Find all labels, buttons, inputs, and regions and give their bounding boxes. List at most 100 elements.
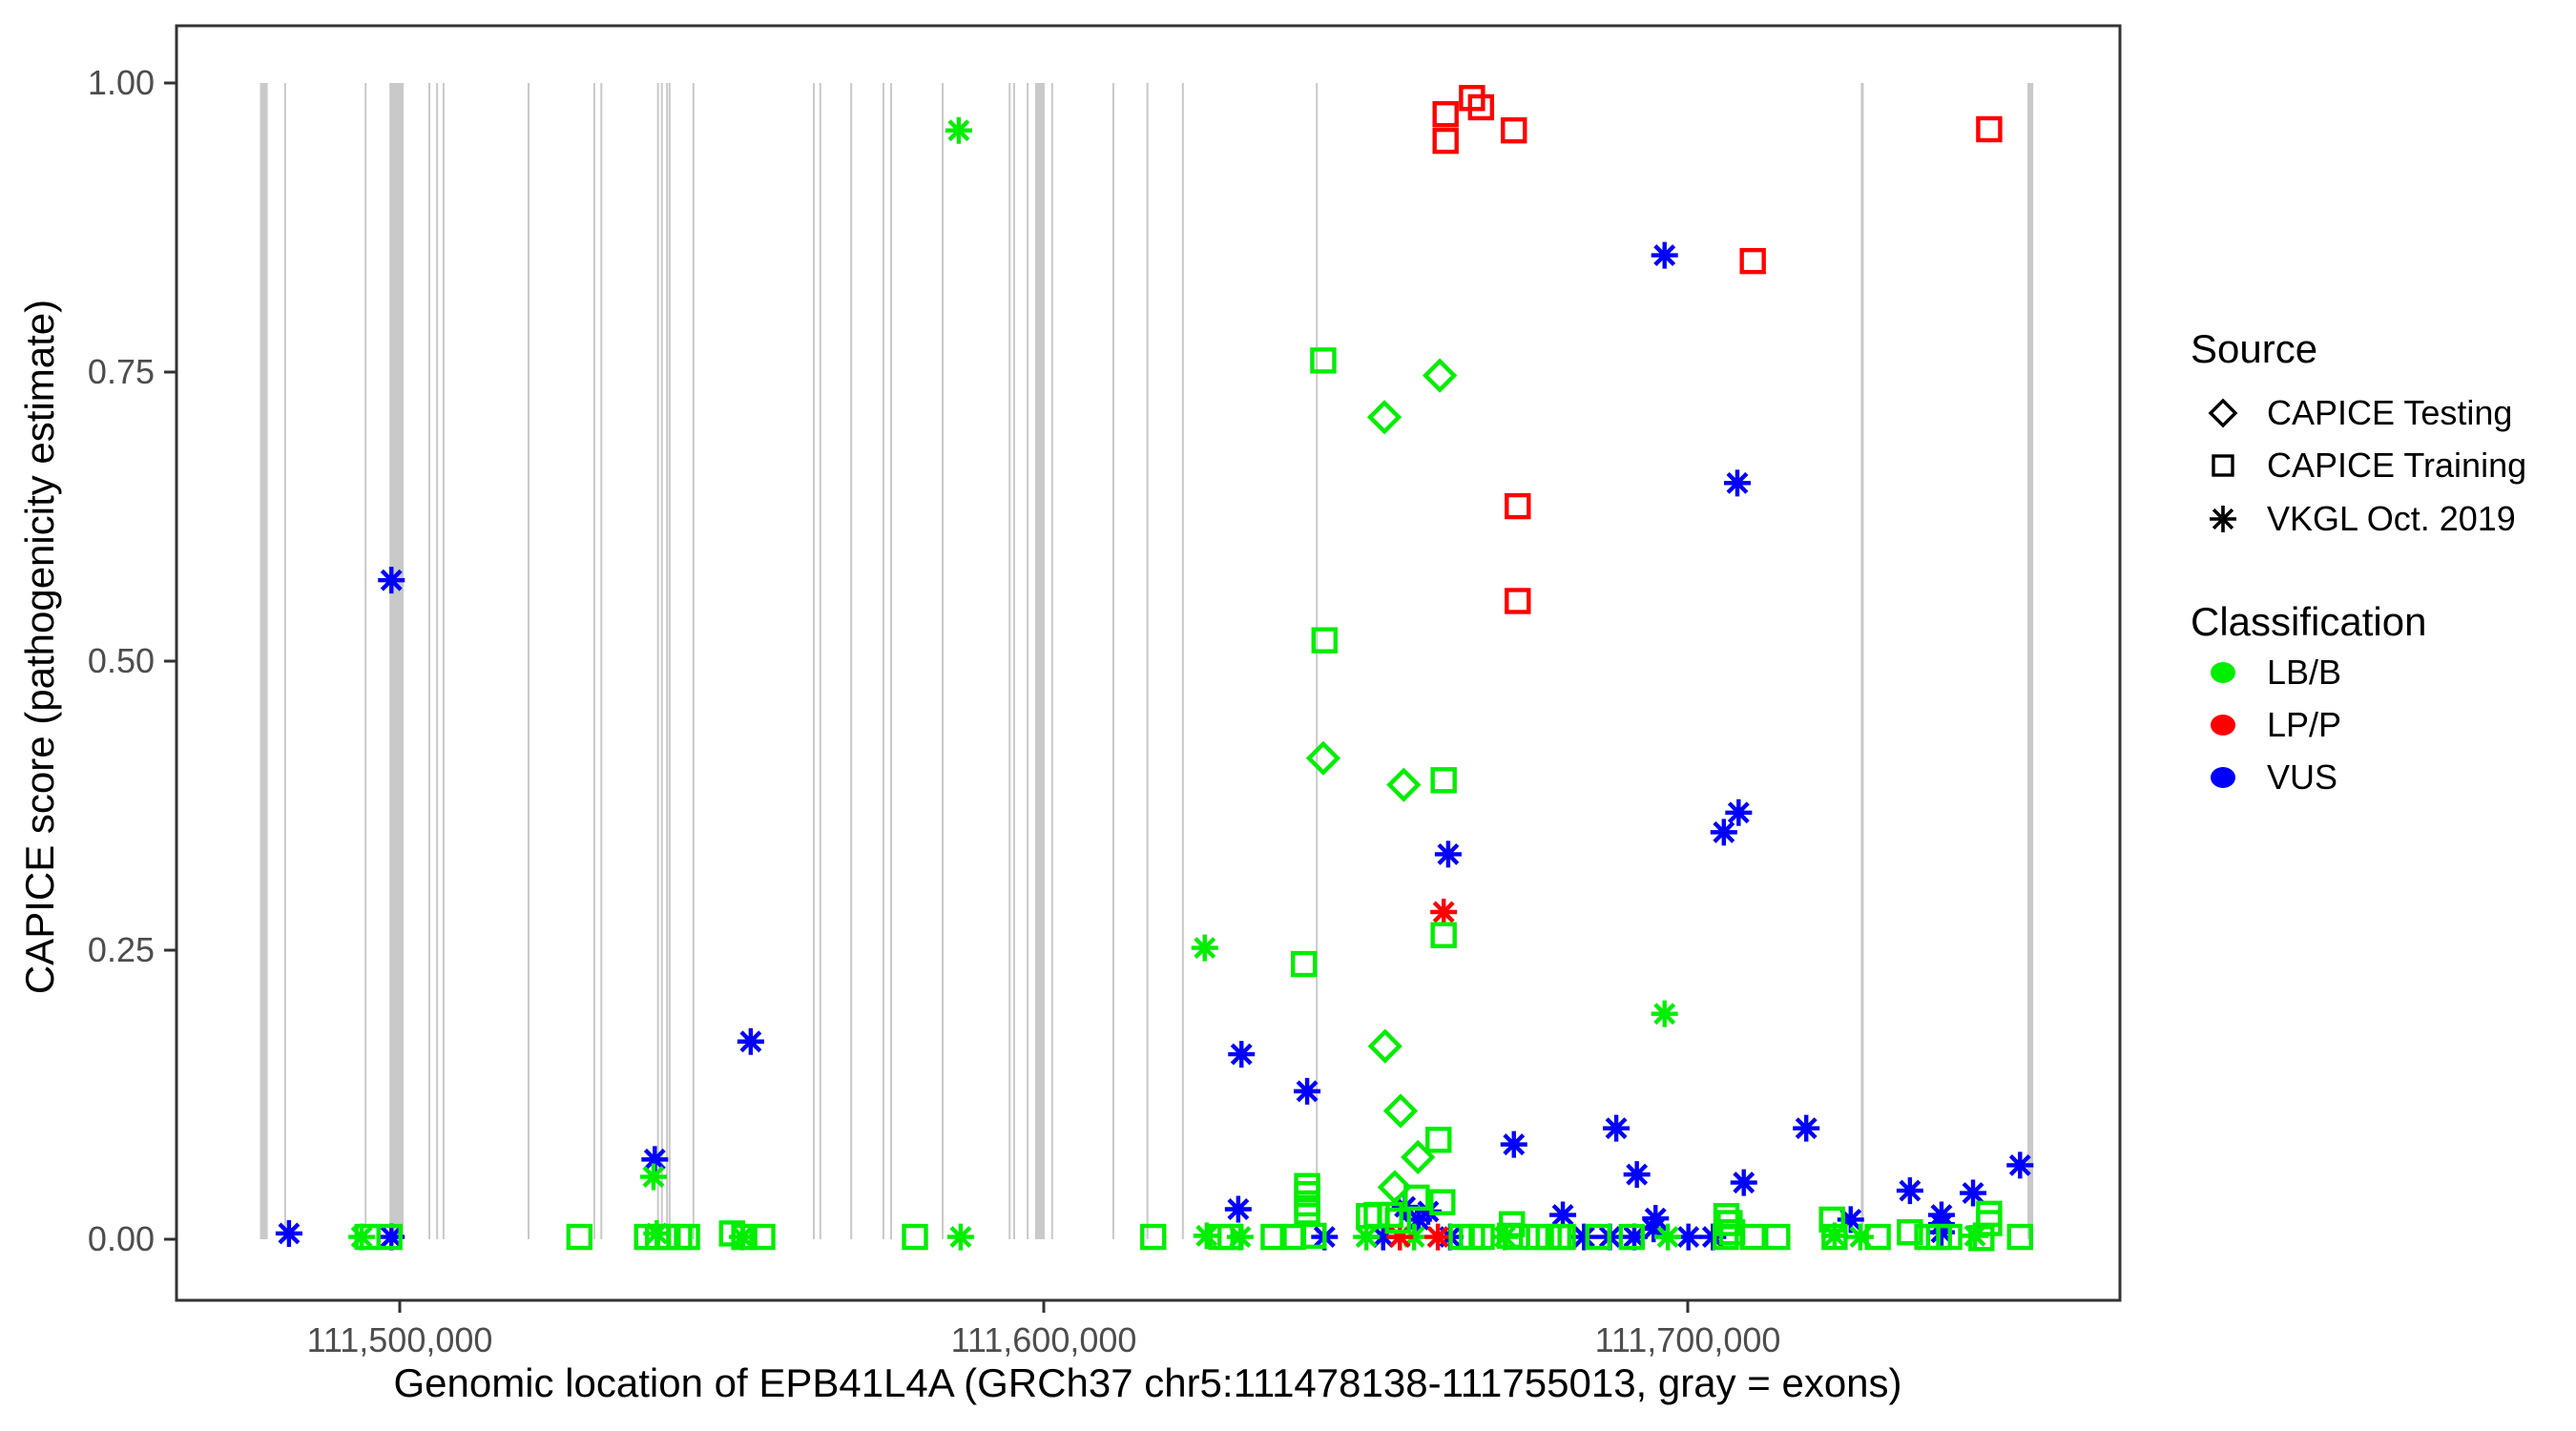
data-point (1739, 247, 1766, 275)
exon-bar (364, 83, 367, 1239)
data-point (1570, 1223, 1598, 1251)
data-point (1217, 1223, 1244, 1251)
data-point (1500, 1130, 1527, 1158)
data-point (566, 1223, 593, 1251)
exon-bar (283, 83, 286, 1239)
data-point (1434, 840, 1462, 868)
exon-bar (1181, 83, 1184, 1239)
exon-bar (656, 83, 659, 1239)
legend-item-capice-training: CAPICE Training (2200, 442, 2526, 489)
legend-item-lpp: LP/P (2200, 701, 2341, 749)
exon-bar (260, 83, 268, 1239)
data-point (1603, 1114, 1631, 1142)
data-point (2006, 1151, 2034, 1179)
data-point (945, 116, 972, 144)
legend-classification-title: Classification (2191, 599, 2427, 644)
data-point (1401, 1223, 1428, 1251)
legend-item-label: VUS (2267, 757, 2338, 797)
data-point (378, 1223, 405, 1251)
exon-bar (819, 83, 821, 1239)
exon-bar (692, 83, 695, 1239)
data-point (1960, 1179, 1987, 1207)
data-point (376, 1223, 403, 1251)
legend-item-label: VKGL Oct. 2019 (2267, 499, 2516, 538)
data-point (1976, 1210, 2003, 1236)
data-point (1764, 1223, 1791, 1251)
y-tick-label: 0.75 (87, 352, 155, 391)
exon-bar (442, 83, 445, 1239)
data-point (1618, 1223, 1645, 1251)
data-point (1674, 1223, 1702, 1251)
data-point (1290, 950, 1318, 978)
exon-bar (850, 83, 853, 1239)
vus-dot-icon (2200, 755, 2246, 800)
exon-bar (592, 83, 595, 1239)
data-point (1505, 588, 1531, 614)
data-point (1310, 347, 1337, 374)
data-point (348, 1223, 376, 1251)
data-point (1549, 1223, 1576, 1251)
data-point (1386, 1223, 1414, 1251)
y-tick-label: 1.00 (87, 63, 155, 102)
exon-bar (890, 83, 893, 1239)
data-point (674, 1223, 700, 1251)
data-point (1294, 1198, 1320, 1225)
legend-source-title: Source (2191, 326, 2318, 371)
data-point (1386, 767, 1422, 802)
data-point (1300, 1222, 1327, 1250)
data-point (1730, 1169, 1757, 1196)
lbb-dot-icon (2200, 650, 2246, 695)
data-point (1897, 1219, 1923, 1246)
data-point (1425, 1127, 1452, 1153)
data-point (1968, 1225, 1995, 1252)
data-point (1468, 1223, 1495, 1251)
panel-border (175, 24, 2122, 1302)
data-point (2006, 1223, 2034, 1251)
exon-bar (1111, 83, 1114, 1239)
exon-bar (666, 83, 669, 1239)
x-axis-title: Genomic location of EPB41L4A (GRCh37 chr… (393, 1360, 1902, 1405)
data-point (1193, 1222, 1220, 1250)
data-point (1377, 1170, 1412, 1205)
data-point (639, 1163, 667, 1191)
data-point (946, 1223, 974, 1251)
data-point (1927, 1218, 1955, 1246)
data-point (1414, 1197, 1442, 1225)
y-tick-label: 0.50 (87, 641, 155, 680)
data-point (1962, 1222, 1989, 1250)
data-point (1739, 1223, 1766, 1251)
diamond-icon (2200, 390, 2246, 436)
legend-item-label: LB/B (2267, 653, 2342, 692)
legend-item-label: CAPICE Training (2267, 446, 2527, 485)
data-point (275, 1219, 302, 1247)
data-point (1294, 1077, 1321, 1105)
exon-bar (600, 83, 603, 1239)
data-point (1793, 1114, 1820, 1142)
data-point (1305, 740, 1341, 776)
data-point (1585, 1223, 1611, 1251)
y-tick-label: 0.25 (87, 930, 155, 969)
data-point (1401, 1139, 1436, 1175)
data-point (1356, 1203, 1382, 1230)
data-point (1429, 1189, 1456, 1215)
data-point (1505, 492, 1531, 520)
data-point (1864, 1223, 1891, 1251)
exon-bar (389, 83, 405, 1239)
data-point (1710, 819, 1737, 846)
y-tick-label: 0.00 (87, 1219, 155, 1258)
data-point (1651, 241, 1678, 269)
data-point (1366, 400, 1402, 435)
data-point (1432, 101, 1459, 128)
data-point (1382, 1093, 1419, 1129)
data-point (1430, 922, 1457, 948)
exon-bar (1027, 83, 1029, 1239)
legend-item-vkgl: VKGL Oct. 2019 (2200, 495, 2516, 543)
data-point (1403, 1184, 1430, 1212)
data-point (1353, 1223, 1381, 1251)
data-point (1311, 627, 1339, 653)
data-point (1467, 93, 1495, 121)
exon-bar (436, 83, 439, 1239)
data-point (1423, 358, 1458, 393)
data-point (1818, 1206, 1845, 1234)
